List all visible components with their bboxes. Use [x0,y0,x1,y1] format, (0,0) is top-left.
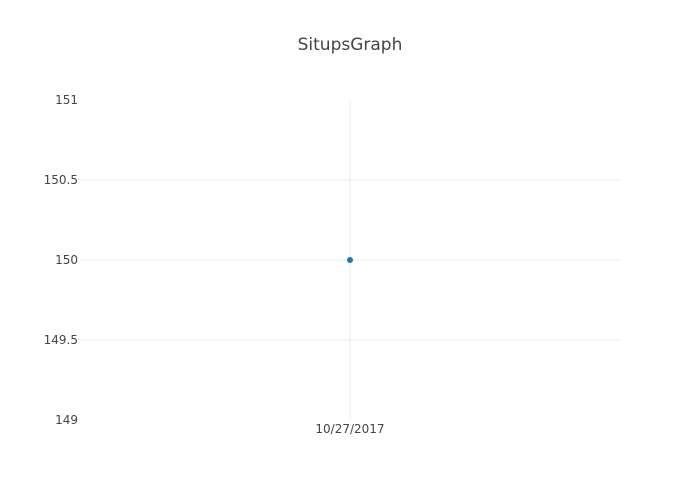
x-tick-label: 10/27/2017 [315,422,384,436]
y-tick-label: 150 [55,253,78,267]
y-tick-label: 150.5 [44,173,78,187]
chart-title: SitupsGraph [298,35,403,55]
grid-layer [80,100,620,420]
y-tick-label: 151 [55,93,78,107]
data-point[interactable] [347,257,353,263]
y-tick-label: 149 [55,413,78,427]
y-tick-label: 149.5 [44,333,78,347]
y-axis-ticks: 149 149.5 150 150.5 151 [44,93,78,427]
scatter-points [347,257,353,263]
x-axis-ticks: 10/27/2017 [315,422,384,436]
